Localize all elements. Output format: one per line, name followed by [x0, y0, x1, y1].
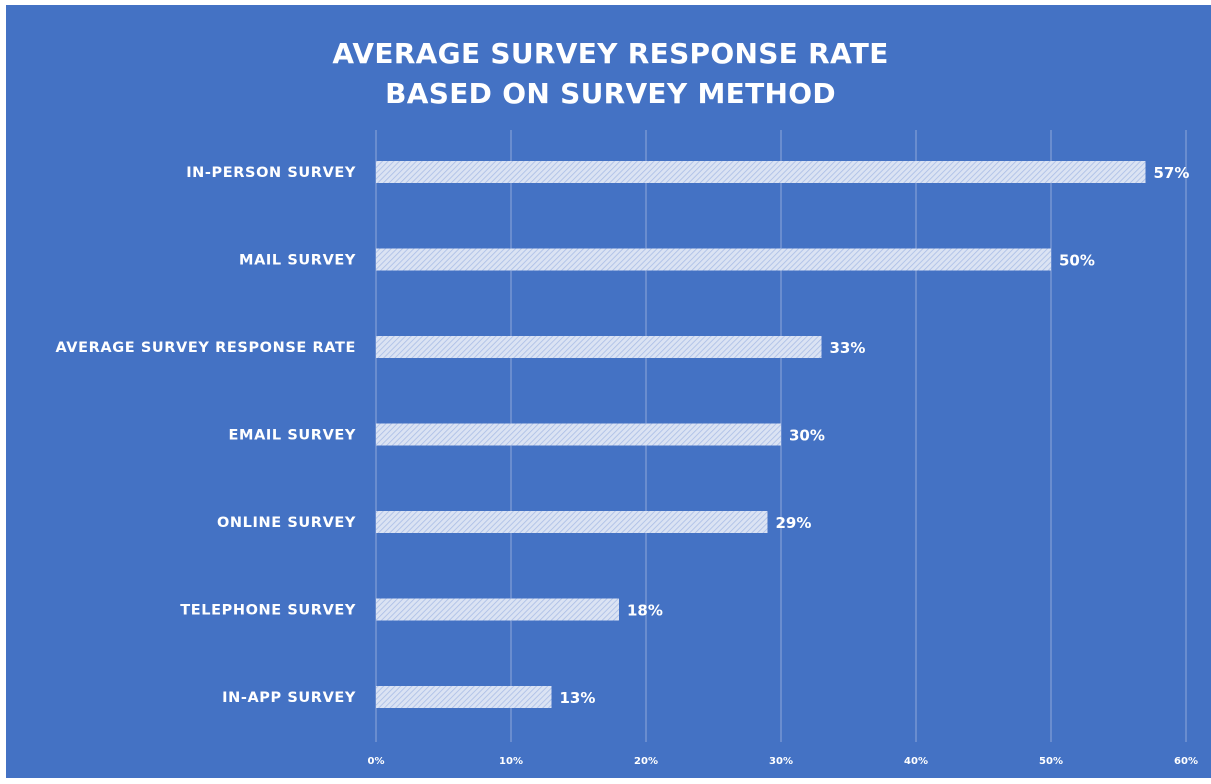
category-label: MAIL SURVEY [239, 253, 356, 269]
category-label: TELEPHONE SURVEY [180, 603, 356, 619]
data-label: 30% [789, 427, 825, 445]
bars [376, 161, 1146, 708]
x-tick-label: 30% [769, 756, 793, 767]
value-labels: 57% 50% 33% 30% 29% 18% 13% [560, 164, 1190, 707]
data-label: 57% [1154, 164, 1190, 182]
category-label: AVERAGE SURVEY RESPONSE RATE [55, 340, 356, 356]
chart-title-line-1: AVERAGE SURVEY RESPONSE RATE [332, 37, 889, 70]
category-label: EMAIL SURVEY [229, 428, 356, 444]
x-axis-tick-labels: 0% 10% 20% 30% 40% 50% 60% [368, 756, 1198, 767]
bar [376, 598, 619, 621]
category-label: IN-PERSON SURVEY [186, 165, 356, 181]
chart-title-line-2: BASED ON SURVEY METHOD [385, 77, 836, 110]
x-tick-label: 10% [499, 756, 523, 767]
x-tick-label: 50% [1039, 756, 1063, 767]
data-label: 18% [627, 602, 663, 620]
x-tick-label: 0% [368, 756, 385, 767]
data-label: 33% [830, 339, 866, 357]
data-label: 13% [560, 689, 596, 707]
category-labels: IN-PERSON SURVEY MAIL SURVEY AVERAGE SURVE… [55, 165, 356, 706]
bar [376, 336, 822, 358]
bar [376, 161, 1146, 183]
chart-background [6, 5, 1211, 778]
category-label: ONLINE SURVEY [217, 515, 356, 531]
category-label: IN-APP SURVEY [222, 690, 356, 706]
x-tick-label: 40% [904, 756, 928, 767]
bar [376, 686, 552, 708]
x-tick-label: 60% [1174, 756, 1198, 767]
bar [376, 423, 781, 446]
x-tick-label: 20% [634, 756, 658, 767]
data-label: 29% [776, 514, 812, 532]
bar [376, 248, 1051, 271]
bar [376, 511, 768, 533]
chart-title: AVERAGE SURVEY RESPONSE RATE BASED ON SU… [0, 34, 1211, 114]
data-label: 50% [1059, 252, 1095, 270]
